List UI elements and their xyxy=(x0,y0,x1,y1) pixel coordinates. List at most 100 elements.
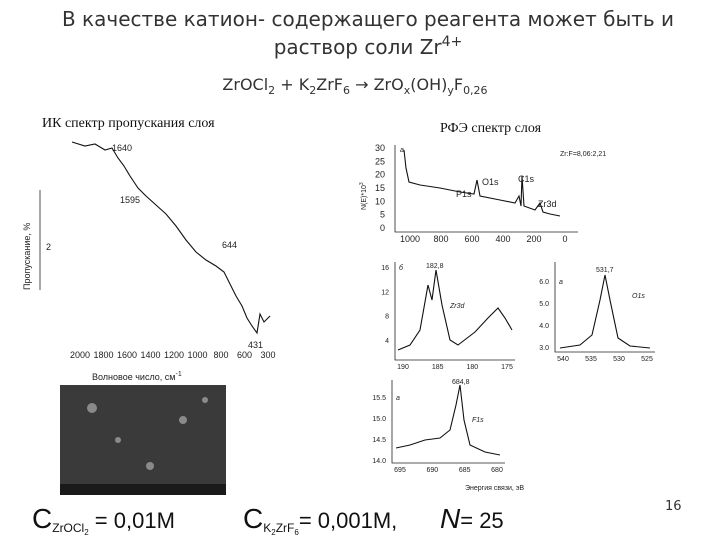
tick-label: 2 xyxy=(46,242,51,252)
equation-text: F xyxy=(454,75,463,94)
axis-label: N(E)*103 xyxy=(359,182,368,210)
tick-label: 185 xyxy=(432,364,444,371)
superscript: 3 xyxy=(359,182,365,185)
tick-label: 4.0 xyxy=(539,323,549,330)
tick-label: 10 xyxy=(375,196,385,206)
xps-curve xyxy=(403,149,561,217)
tick-label: 400 xyxy=(495,234,510,244)
ir-curve xyxy=(71,141,271,335)
peak-label: O1s xyxy=(482,177,499,187)
tick-label: 1600 xyxy=(117,350,137,360)
peak-label: F1s xyxy=(472,417,484,424)
axis-label: Волновое число, см-1 xyxy=(92,371,182,382)
tick-label: 1200 xyxy=(164,350,184,360)
tick-label: 14.5 xyxy=(372,437,386,444)
subscript: 6 xyxy=(343,84,350,97)
subscript: 2 xyxy=(84,528,89,537)
tick-label: 530 xyxy=(613,356,625,363)
tick-label: 525 xyxy=(641,356,653,363)
tick-label: 695 xyxy=(394,467,406,474)
tick-label: 0 xyxy=(562,234,567,244)
formula-text: = 0,001M, xyxy=(299,508,397,533)
title-text: раствор соли Zr xyxy=(274,35,443,59)
formula-symbol: C xyxy=(243,503,263,534)
formula: CK2ZrF6= 0,001M, xyxy=(243,503,397,537)
title-line: раствор соли Zr4+ xyxy=(274,34,463,59)
tick-label: 20 xyxy=(375,170,385,180)
tick-label: 12 xyxy=(381,289,389,296)
formula-symbol: C xyxy=(32,503,52,534)
axis-label: Энергия связи, эВ xyxy=(465,485,524,492)
tick-label: 1000 xyxy=(400,234,420,244)
tick-label: 30 xyxy=(375,143,385,153)
peak-label: 182,8 xyxy=(426,263,444,270)
formula: N= 25 xyxy=(440,503,504,534)
equation-text: (OH) xyxy=(410,75,447,94)
micrograph-bar xyxy=(60,484,226,495)
tick-label: 600 xyxy=(237,350,252,360)
equation-text: ZrO xyxy=(374,75,404,94)
tick-label: 800 xyxy=(433,234,448,244)
peak-label: C1s xyxy=(518,174,535,184)
tick-label: 4 xyxy=(385,338,389,345)
subscript: K xyxy=(263,521,271,535)
peak-label: Zr3d xyxy=(538,199,557,209)
tick-label: 14.0 xyxy=(372,458,386,465)
tick-label: 200 xyxy=(526,234,541,244)
tick-label: 535 xyxy=(585,356,597,363)
tick-label: 0 xyxy=(380,223,385,233)
subscript: 2 xyxy=(309,84,316,97)
panel-label: a xyxy=(559,279,563,286)
micrograph-spots xyxy=(87,397,208,470)
title-line: В качестве катион- содержащего реагента … xyxy=(62,7,674,31)
tick-label: 25 xyxy=(375,156,385,166)
axis-label-text: Волновое число, см xyxy=(92,372,176,382)
annotation: Zr:F=8,06:2,21 xyxy=(560,151,606,158)
peak-label: 1595 xyxy=(120,195,140,205)
tick-label: 15.0 xyxy=(372,416,386,423)
tick-label: 180 xyxy=(466,364,478,371)
axis xyxy=(391,380,505,464)
micrograph xyxy=(60,385,226,495)
zr3d-curve xyxy=(397,269,513,351)
peak-label: O1s xyxy=(632,293,645,300)
tick-label: 1800 xyxy=(93,350,113,360)
tick-label: 8 xyxy=(385,314,389,321)
formula-text: = 0,01M xyxy=(89,508,175,533)
tick-label: 3.0 xyxy=(539,345,549,352)
equation-text: → xyxy=(350,75,374,94)
axis-label: Пропускание, % xyxy=(22,223,32,290)
peak-label: 644 xyxy=(222,240,237,250)
equation-text: ZrF xyxy=(316,75,343,94)
tick-label: 540 xyxy=(557,356,569,363)
o1s-curve xyxy=(559,274,651,349)
panel-label: a xyxy=(396,395,400,402)
equation-text: + K xyxy=(275,75,310,94)
superscript: -1 xyxy=(176,371,182,378)
subscript: 0,26 xyxy=(463,84,488,97)
tick-label: 1400 xyxy=(140,350,160,360)
subscript: 2 xyxy=(271,528,276,537)
page-number: 16 xyxy=(665,499,682,514)
tick-label: 300 xyxy=(260,350,275,360)
caption: РФЭ спектр слоя xyxy=(440,121,542,136)
tick-label: 6.0 xyxy=(539,279,549,286)
f1s-curve xyxy=(395,384,501,456)
peak-label: 431 xyxy=(248,340,263,350)
axis-label-text: N(E)*10 xyxy=(361,185,368,210)
tick-label: 1000 xyxy=(187,350,207,360)
tick-label: 685 xyxy=(459,467,471,474)
caption: ИК спектр пропускания слоя xyxy=(42,116,215,131)
subscript: ZrF xyxy=(276,521,295,535)
formula-symbol: N xyxy=(440,503,461,534)
tick-label: 680 xyxy=(491,467,503,474)
peak-label: 684,8 xyxy=(452,379,470,386)
tick-label: 2000 xyxy=(70,350,90,360)
tick-label: 690 xyxy=(426,467,438,474)
subscript: y xyxy=(447,84,454,97)
panel-label: a xyxy=(400,147,404,154)
tick-label: 5 xyxy=(380,210,385,220)
panel-label: б xyxy=(399,264,404,272)
equation-text: ZrOCl xyxy=(222,75,268,94)
